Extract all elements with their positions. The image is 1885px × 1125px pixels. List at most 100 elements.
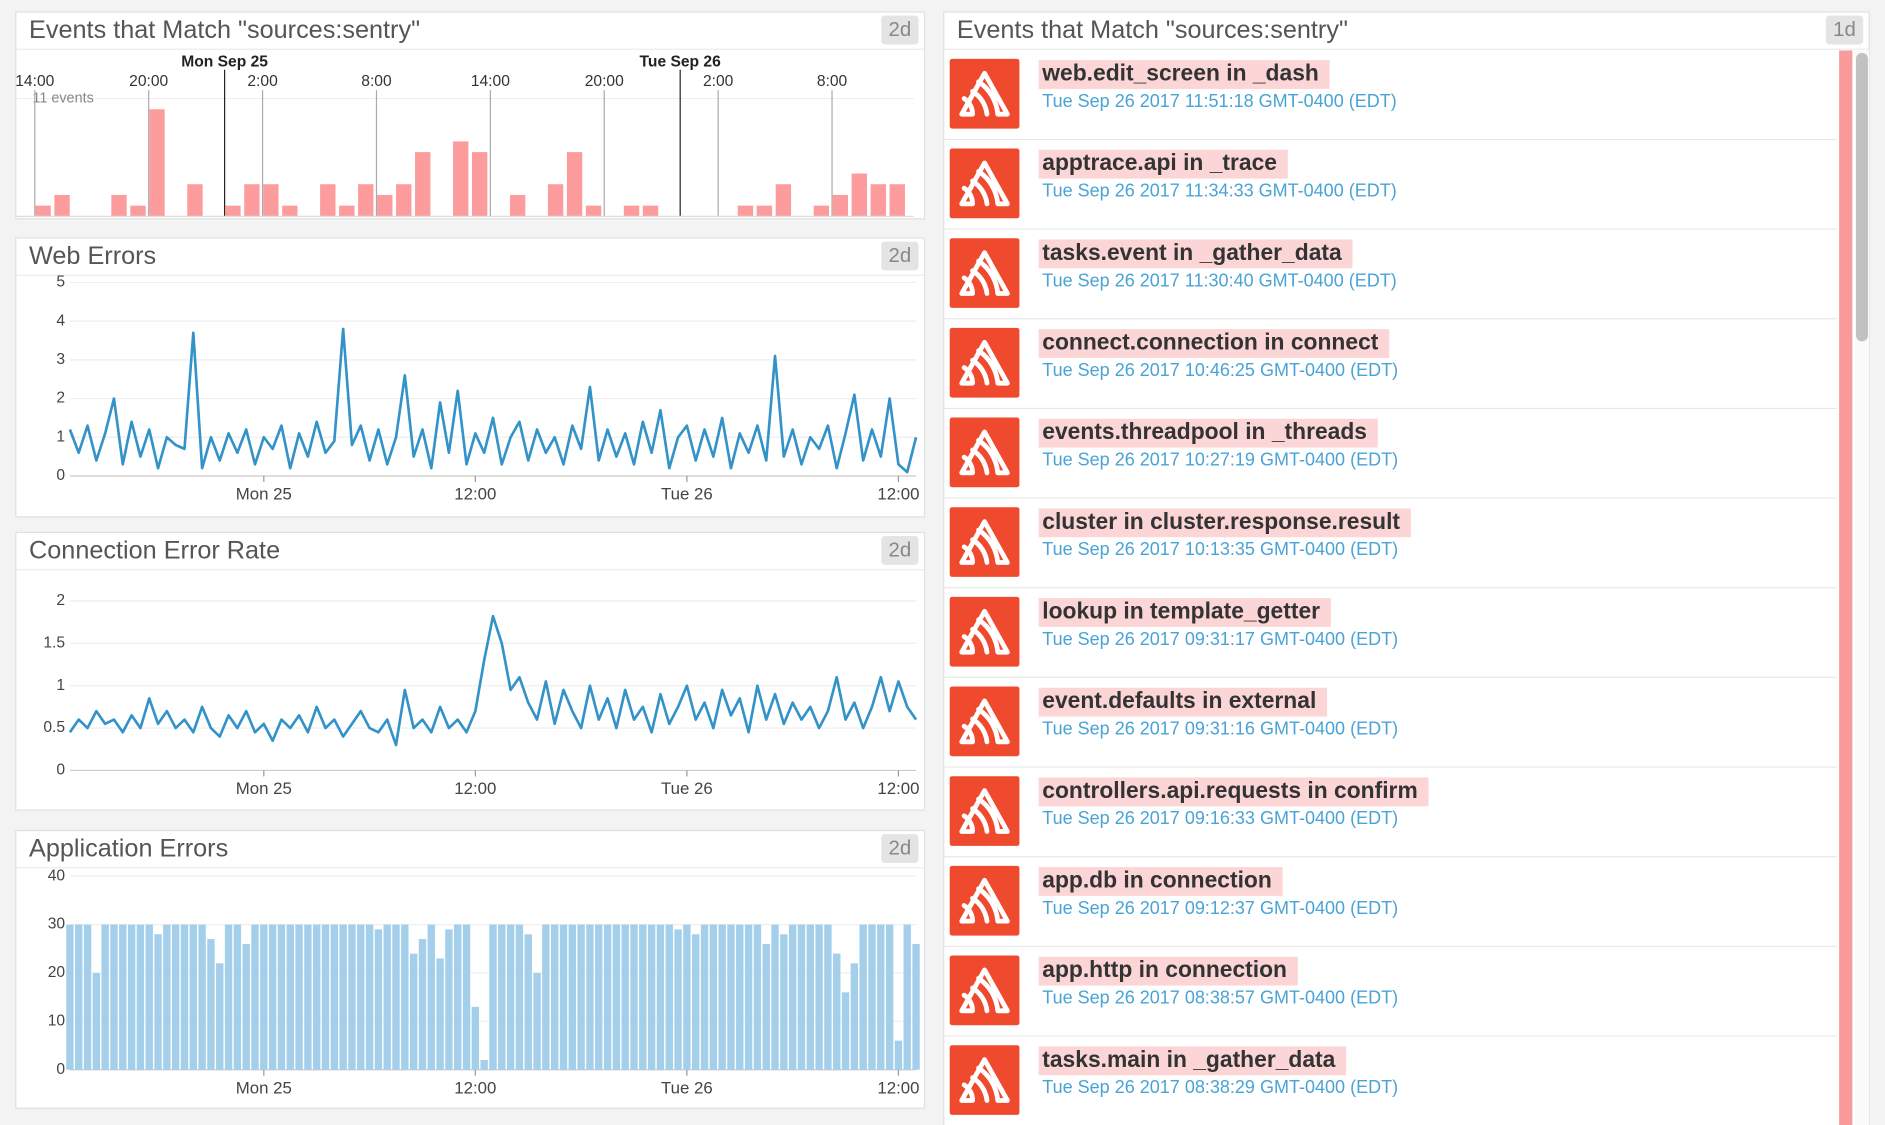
event-count-bar [832,194,849,217]
bar [242,943,250,1070]
bar [780,934,788,1070]
badge-label: 1d [1833,19,1856,41]
bar [224,924,233,1070]
x-tick-label: 12:00 [877,1078,919,1097]
bar [859,924,867,1070]
bar [595,924,603,1070]
icon-glyph [959,877,1010,924]
event-count-bar [566,152,583,217]
bar [145,924,153,1070]
bar [550,924,559,1070]
max-annotation: 11 events [32,90,93,106]
bar [700,924,709,1070]
bar [374,929,383,1070]
title-highlight [1038,418,1378,448]
event-count-bar [282,205,298,217]
bar [885,924,894,1070]
icon-glyph [959,788,1010,834]
event-count-bar [642,205,659,217]
event-time: Tue Sep 26 2017 08:38:29 GMT-0400 (EDT) [1042,1077,1398,1097]
event-count-bar [547,184,564,217]
event-count-bar [870,184,886,217]
bar [75,924,83,1070]
icon-glyph [959,250,1010,296]
title-highlight [1038,239,1353,269]
bar [330,924,339,1070]
bar [656,924,665,1070]
event-time: Tue Sep 26 2017 11:30:40 GMT-0400 (EDT) [1042,270,1397,290]
event-count-bar [320,184,336,217]
panel-title: Events that Match "sources:sentry" [29,16,420,44]
bar [304,924,312,1070]
day-marker-label: Mon Sep 25 [181,54,268,71]
sentry-icon [949,596,1020,667]
event-count-bar [358,184,374,217]
bar [189,924,198,1070]
icon-tile [949,686,1020,757]
icon-tile [949,417,1020,488]
event-time: Tue Sep 26 2017 09:16:33 GMT-0400 (EDT) [1042,808,1398,828]
x-tick-label: 8:00 [361,73,392,90]
y-tick-label: 1.5 [43,634,65,651]
badge [1825,15,1864,45]
bar [559,924,568,1070]
event-count-bar [509,194,526,217]
bar [621,924,629,1070]
event-title: tasks.main in _gather_data [1042,1046,1335,1072]
badge-label: 2d [888,539,911,561]
badge [881,241,919,271]
bar [392,924,400,1070]
title-highlight [1038,777,1429,807]
sentry-icon [949,327,1020,398]
y-tick-label: 2 [56,390,65,407]
icon-glyph [959,160,1010,207]
title-highlight [1038,508,1411,538]
bar [877,924,885,1070]
event-count-bar [623,205,640,217]
x-tick-label: 8:00 [817,73,848,90]
sentry-icon [949,58,1020,129]
bar [489,924,497,1070]
bar [409,953,418,1070]
event-count-bar [452,141,469,217]
bar [180,924,189,1070]
event-count-bar [813,205,830,217]
bar [348,924,356,1070]
bar [833,953,841,1070]
y-tick-label: 5 [56,274,65,291]
event-title: event.defaults in external [1042,687,1316,713]
x-tick-label: 12:00 [877,779,919,798]
y-tick-label: 10 [48,1012,66,1029]
icon-glyph [959,339,1010,386]
bar [577,924,585,1070]
panel [15,237,926,518]
event-title: apptrace.api in _trace [1042,149,1277,175]
bar [586,924,594,1070]
icon-tile [949,865,1020,936]
series-line [68,614,918,747]
event-title: connect.connection in connect [1042,329,1379,355]
bar [894,1040,903,1070]
event-count-bar [111,194,127,217]
title-highlight [1038,956,1298,986]
series-line [68,327,918,474]
event-title: app.db in connection [1042,867,1272,893]
bar [753,924,762,1070]
event-time: Tue Sep 26 2017 10:13:35 GMT-0400 (EDT) [1042,539,1398,559]
x-tick-label: 12:00 [877,485,919,504]
bar [207,939,215,1070]
event-count-bar [339,205,355,217]
event-count-bar [851,173,867,217]
sentry-icon [949,238,1020,308]
bar [286,924,294,1070]
bar [127,924,136,1070]
x-tick-label: Mon 25 [236,1078,292,1097]
badge-label: 2d [888,19,911,41]
bar [647,924,656,1070]
icon-tile [949,955,1020,1026]
sentry-icon [949,148,1020,219]
bar [260,924,268,1070]
bar [762,943,770,1070]
bar [718,924,726,1070]
